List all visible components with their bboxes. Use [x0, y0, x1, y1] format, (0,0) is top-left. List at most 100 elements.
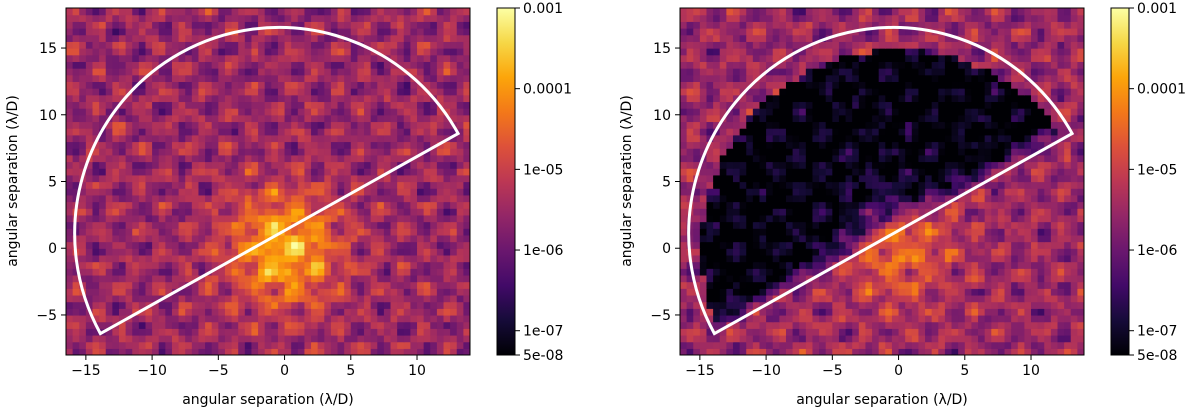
heatmap-cell [680, 221, 688, 229]
heatmap-cell [66, 61, 74, 69]
heatmap-cell [132, 141, 140, 149]
heatmap-cell [463, 228, 470, 236]
heatmap-cell [1077, 348, 1084, 355]
heatmap-cell [297, 221, 306, 229]
heatmap-cell [158, 128, 166, 136]
heatmap-cell [152, 74, 160, 82]
heatmap-cell [443, 274, 451, 283]
heatmap-cell [383, 34, 392, 42]
heatmap-cell [845, 281, 853, 289]
heatmap-cell [997, 328, 1006, 336]
heatmap-cell [792, 321, 800, 329]
heatmap-cell [984, 214, 992, 223]
heatmap-cell [271, 48, 279, 56]
heatmap-cell [410, 348, 418, 355]
heatmap-cell [178, 81, 186, 89]
heatmap-cell [317, 314, 325, 323]
heatmap-cell [238, 34, 246, 42]
heatmap-cell [423, 281, 431, 289]
heatmap-cell [132, 8, 140, 16]
heatmap-cell [324, 154, 332, 163]
heatmap-cell [772, 161, 780, 169]
heatmap-cell [958, 321, 966, 329]
heatmap-cell [436, 181, 445, 189]
heatmap-cell [304, 114, 312, 123]
heatmap-cell [450, 161, 458, 169]
heatmap-cell [726, 208, 734, 216]
heatmap-cell [125, 281, 133, 289]
heatmap-cell [825, 301, 833, 309]
heatmap-cell [1011, 348, 1019, 355]
heatmap-cell [436, 148, 445, 156]
heatmap-cell [344, 308, 352, 316]
heatmap-cell [350, 301, 359, 309]
heatmap-cell [224, 248, 233, 256]
heatmap-cell [145, 294, 153, 303]
heatmap-cell [258, 294, 266, 303]
heatmap-cell [145, 21, 153, 29]
heatmap-cell [825, 174, 833, 183]
heatmap-cell [845, 188, 853, 196]
heatmap-cell [284, 181, 292, 189]
heatmap-cell [152, 241, 160, 249]
heatmap-cell [456, 94, 464, 103]
heatmap-cell [258, 48, 266, 56]
heatmap-cell [430, 148, 438, 156]
heatmap-cell [430, 108, 438, 116]
heatmap-cell [284, 268, 292, 276]
heatmap-cell [713, 314, 721, 323]
heatmap-cell [785, 208, 794, 216]
heatmap-cell [752, 228, 761, 236]
heatmap-cell [456, 214, 464, 223]
heatmap-cell [436, 48, 445, 56]
heatmap-cell [766, 268, 774, 276]
heatmap-cell [72, 154, 80, 163]
heatmap-cell [105, 241, 113, 249]
heatmap-cell [752, 334, 761, 343]
heatmap-cell [297, 314, 306, 323]
heatmap-cell [231, 241, 239, 249]
heatmap-cell [344, 101, 352, 109]
heatmap-cell [364, 234, 372, 243]
heatmap-cell [72, 14, 80, 22]
heatmap-cell [337, 188, 345, 196]
heatmap-cell [185, 214, 193, 223]
heatmap-cell [436, 241, 445, 249]
heatmap-cell [370, 108, 378, 116]
heatmap-cell [85, 201, 94, 209]
heatmap-cell [390, 174, 398, 183]
heatmap-cell [118, 88, 127, 96]
heatmap-cell [450, 128, 458, 136]
heatmap-cell [766, 308, 774, 316]
heatmap-cell [191, 134, 200, 143]
heatmap-cell [1044, 194, 1052, 203]
heatmap-cell [165, 148, 173, 156]
heatmap-cell [891, 181, 900, 189]
heatmap-cell [72, 121, 80, 129]
heatmap-cell [218, 341, 226, 349]
heatmap-cell [337, 228, 345, 236]
heatmap-cell [1057, 188, 1065, 196]
heatmap-cell [224, 14, 233, 22]
heatmap-cell [706, 234, 714, 243]
heatmap-cell [118, 274, 127, 283]
heatmap-cell [85, 101, 94, 109]
heatmap-cell [417, 41, 425, 49]
heatmap-cell [971, 241, 979, 249]
heatmap-cell [732, 328, 741, 336]
heatmap-cell [997, 188, 1006, 196]
heatmap-cell [271, 208, 279, 216]
heatmap-cell [463, 281, 470, 289]
heatmap-cell [417, 101, 425, 109]
heatmap-cell [125, 181, 133, 189]
heatmap-cell [344, 221, 352, 229]
heatmap-cell [819, 334, 827, 343]
heatmap-cell [132, 21, 140, 29]
heatmap-cell [852, 341, 860, 349]
heatmap-cell [878, 208, 886, 216]
heatmap-cell [865, 261, 873, 269]
heatmap-cell [845, 261, 853, 269]
heatmap-cell [330, 8, 339, 16]
heatmap-cell [417, 261, 425, 269]
heatmap-cell [964, 194, 973, 203]
